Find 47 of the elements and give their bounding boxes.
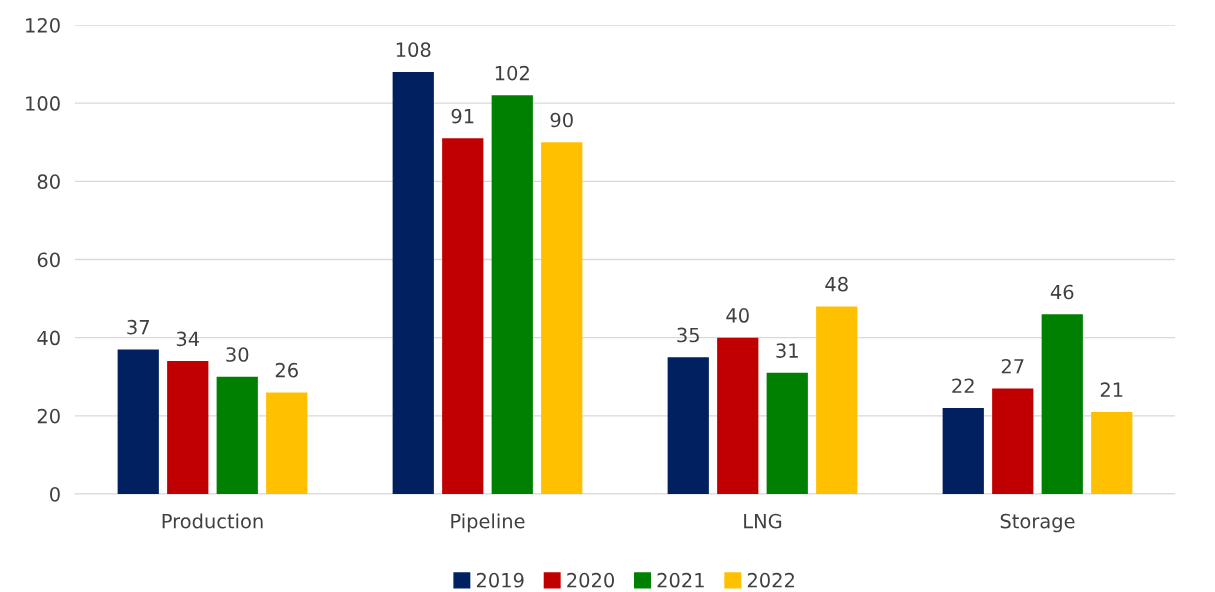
data-label: 26 [275, 362, 298, 378]
x-tick-label: LNG [744, 513, 782, 529]
y-tick-label: 80 [37, 174, 60, 189]
bar [216, 376, 258, 494]
bar [816, 306, 858, 494]
legend-label: 2020 [567, 572, 614, 588]
bar [1041, 314, 1083, 494]
bar [992, 388, 1034, 494]
y-tick-label: 100 [26, 96, 60, 111]
legend-label: 2022 [747, 572, 794, 588]
bar [491, 95, 533, 494]
data-label: 22 [952, 378, 974, 393]
data-label: 34 [176, 331, 200, 347]
x-tick-label: Storage [1000, 513, 1075, 533]
y-tick-label: 120 [26, 17, 60, 33]
x-tick-label: Pipeline [451, 513, 525, 533]
bar [442, 138, 484, 494]
y-tick-label: 60 [37, 252, 60, 268]
data-label: 90 [550, 112, 573, 128]
data-label: 35 [677, 327, 699, 343]
data-label: 46 [1050, 284, 1074, 300]
data-label: 21 [1100, 382, 1123, 397]
bar [392, 71, 434, 494]
data-label: 102 [495, 65, 529, 81]
bar [942, 408, 984, 494]
data-label: 30 [226, 347, 249, 362]
y-tick-label: 0 [50, 486, 60, 502]
data-label: 40 [726, 308, 749, 323]
bar [667, 357, 709, 494]
bar [541, 142, 583, 494]
data-label: 27 [1001, 358, 1024, 374]
bar [117, 349, 159, 494]
bar [266, 392, 308, 494]
bar [167, 361, 209, 494]
data-label: 31 [776, 343, 798, 358]
x-tick-label: Production [162, 513, 263, 529]
bar [766, 372, 808, 494]
legend-label: 2019 [476, 572, 524, 588]
data-label: 91 [451, 108, 474, 124]
y-tick-label: 20 [37, 408, 60, 424]
legend-label: 2021 [657, 572, 704, 588]
bar [1091, 411, 1133, 494]
data-label: 48 [825, 276, 848, 292]
data-label: 108 [396, 42, 431, 58]
bar [717, 337, 759, 494]
data-label: 37 [127, 319, 149, 335]
y-tick-label: 40 [37, 330, 60, 346]
